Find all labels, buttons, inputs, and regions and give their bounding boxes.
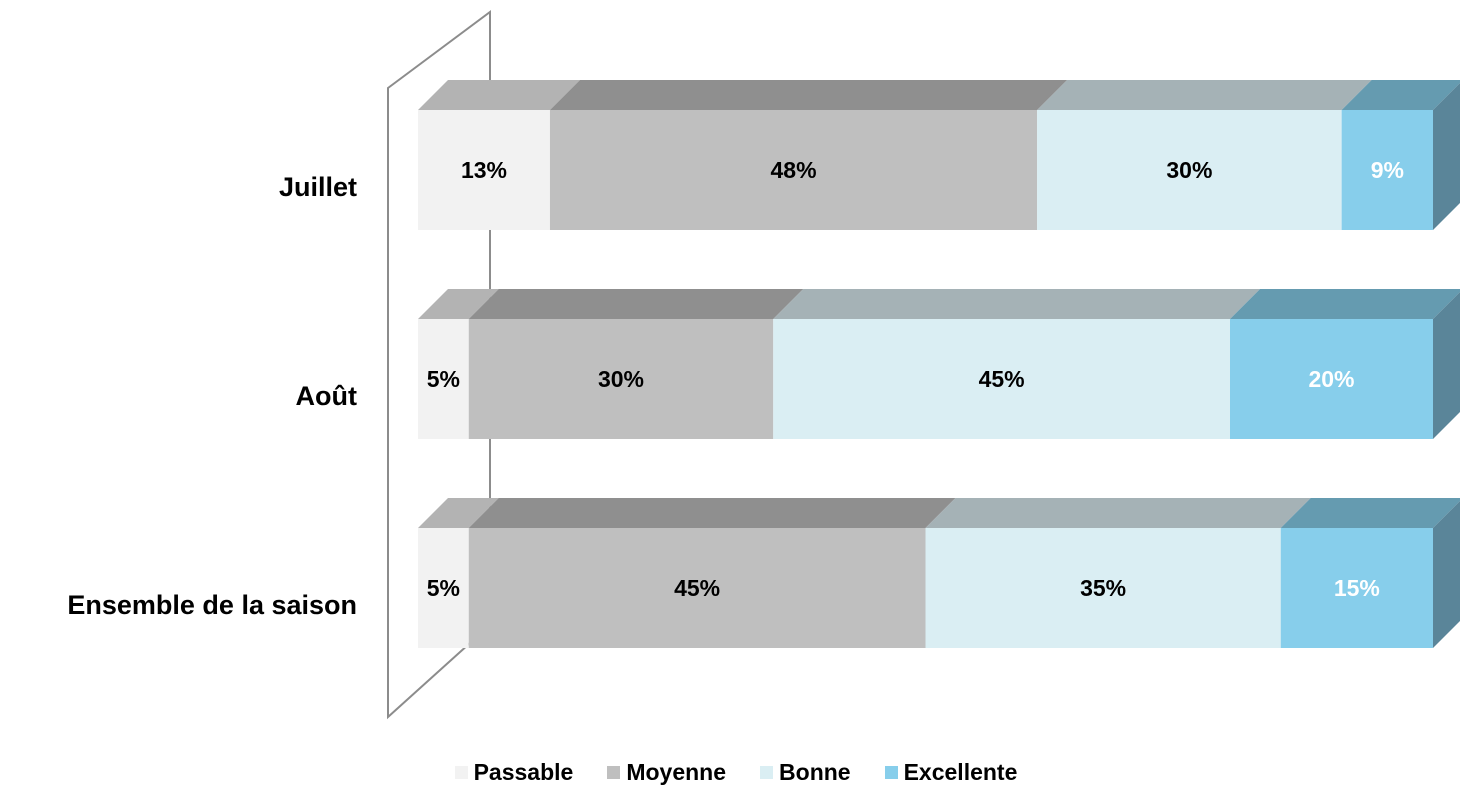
bar-top-aout-excellente (1230, 289, 1460, 319)
data-label-juillet-excellente: 9% (1371, 157, 1404, 183)
bar-top-juillet-bonne (1037, 80, 1372, 110)
bar-top-juillet-excellente (1341, 80, 1460, 110)
data-label-juillet-passable: 13% (461, 157, 507, 183)
bar-side-ensemble-de-la-saison (1433, 501, 1460, 648)
bar-aout-passable (418, 319, 469, 439)
data-label-juillet-moyenne: 48% (771, 157, 817, 183)
bar-ensemble-de-la-saison-moyenne (468, 528, 926, 648)
data-label-aout-moyenne: 30% (598, 366, 644, 392)
data-label-ensemble-de-la-saison-moyenne: 45% (674, 575, 720, 601)
legend-label-excellente: Excellente (903, 758, 1018, 785)
legend-label-bonne: Bonne (779, 758, 851, 785)
bar-aout-moyenne (468, 319, 774, 439)
bar-side-aout (1433, 292, 1460, 439)
bar-top-aout-passable (418, 289, 499, 319)
category-label-juillet: Juillet (279, 172, 357, 202)
bar-top-ensemble-de-la-saison-moyenne (468, 498, 956, 528)
data-label-aout-passable: 5% (427, 366, 460, 392)
legend-label-passable: Passable (473, 758, 574, 785)
legend-item-excellente[interactable]: Excellente (884, 758, 1018, 786)
legend-swatch-moyenne (607, 765, 621, 779)
legend-item-passable[interactable]: Passable (454, 758, 574, 786)
bar-aout-bonne (773, 319, 1230, 439)
category-label-ensemble-de-la-saison: Ensemble de la saison (67, 590, 357, 620)
chart-legend: Passable Moyenne Bonne Excellente (0, 757, 1460, 787)
bar-top-ensemble-de-la-saison-excellente (1280, 498, 1460, 528)
bar-top-ensemble-de-la-saison-bonne (925, 498, 1311, 528)
bar-juillet-passable (418, 110, 550, 230)
bar-ensemble-de-la-saison-passable (418, 528, 469, 648)
bar-top-aout-moyenne (468, 289, 804, 319)
data-label-ensemble-de-la-saison-bonne: 35% (1080, 575, 1126, 601)
legend-label-moyenne: Moyenne (626, 758, 727, 785)
legend-swatch-excellente (884, 765, 898, 779)
bar-side-juillet (1433, 83, 1460, 230)
bar-juillet-excellente (1341, 110, 1433, 230)
data-label-ensemble-de-la-saison-passable: 5% (427, 575, 460, 601)
bar-top-juillet-passable (418, 80, 580, 110)
category-label-aout: Août (296, 381, 357, 411)
bar-aout-excellente (1230, 319, 1433, 439)
legend-item-moyenne[interactable]: Moyenne (607, 759, 726, 786)
bar-juillet-bonne (1037, 110, 1342, 230)
data-label-juillet-bonne: 30% (1166, 157, 1212, 183)
bar-ensemble-de-la-saison-bonne (925, 528, 1281, 648)
legend-swatch-bonne (760, 765, 774, 779)
bar-top-aout-bonne (773, 289, 1260, 319)
legend-item-bonne[interactable]: Bonne (760, 759, 851, 786)
bar-juillet-moyenne (549, 110, 1038, 230)
legend-swatch-passable (454, 765, 468, 779)
data-label-aout-bonne: 45% (979, 366, 1025, 392)
data-label-ensemble-de-la-saison-excellente: 15% (1334, 575, 1380, 601)
bar-top-ensemble-de-la-saison-passable (418, 498, 499, 528)
bar-ensemble-de-la-saison-excellente (1280, 528, 1433, 648)
bar-top-juillet-moyenne (549, 80, 1068, 110)
data-label-aout-excellente: 20% (1308, 366, 1354, 392)
